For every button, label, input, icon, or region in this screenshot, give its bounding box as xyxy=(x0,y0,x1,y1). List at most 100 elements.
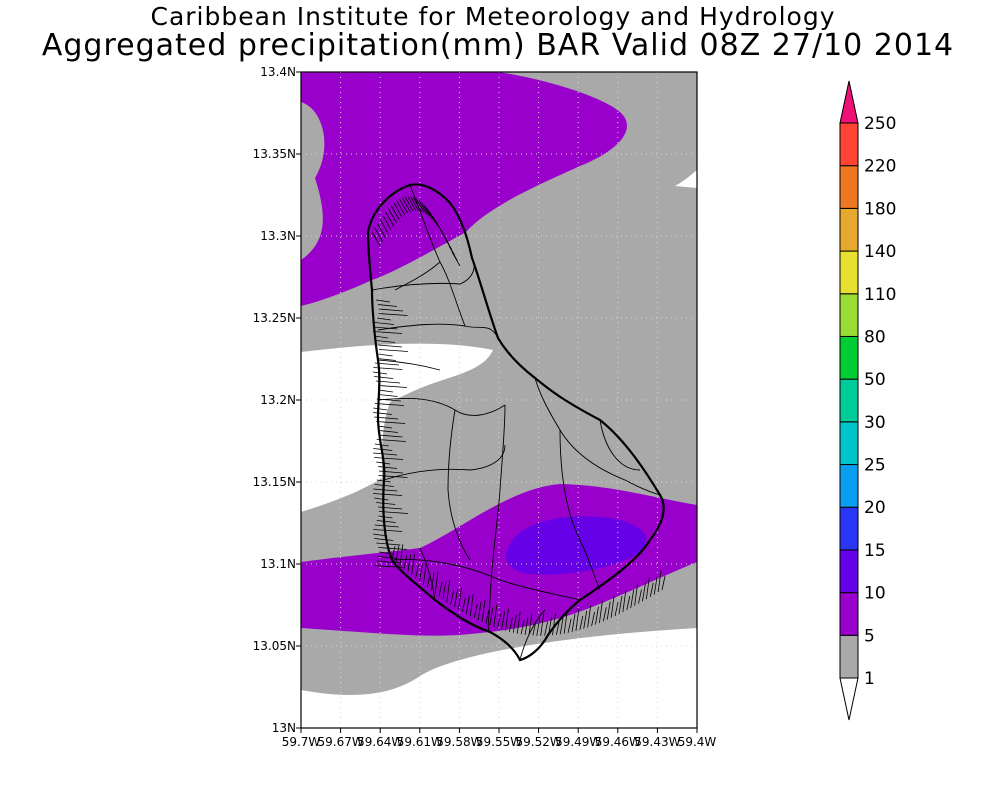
colorbar-segment xyxy=(839,592,859,636)
coast-stroke xyxy=(404,196,414,212)
coast-stroke xyxy=(396,200,406,216)
colorbar-label: 5 xyxy=(864,626,875,646)
coast-stroke xyxy=(376,439,406,442)
coast-stroke xyxy=(399,198,408,214)
coast-stroke xyxy=(390,205,400,221)
lat-axis: 13N 13.05N 13.1N 13.15N 13.2N 13.25N 13.3N 13.3… xyxy=(253,65,301,735)
coast-stroke xyxy=(373,488,398,492)
coast-stroke xyxy=(376,461,391,465)
coast-stroke xyxy=(373,452,398,456)
lon-axis: 59.7W59.67W59.64W59.61W59.58W59.55W59.52… xyxy=(282,728,716,749)
lon-tick-label: 59.46W xyxy=(595,735,641,749)
lat-tick-label: 13.05N xyxy=(253,639,296,653)
lat-tick-label: 13.25N xyxy=(253,311,296,325)
coast-stroke xyxy=(438,582,443,597)
coast-stroke xyxy=(555,620,560,635)
coast-stroke xyxy=(618,595,623,615)
coast-stroke xyxy=(454,588,459,607)
coast-stroke xyxy=(528,613,533,636)
colorbar-segment xyxy=(839,293,859,337)
coast-stroke xyxy=(481,599,486,623)
coast-stroke xyxy=(434,571,439,594)
coast-stroke xyxy=(418,200,428,215)
coast-stroke xyxy=(399,544,404,567)
coast-stroke xyxy=(371,231,381,247)
colorbar-label: 180 xyxy=(864,199,896,219)
coast-stroke xyxy=(373,493,403,496)
colorbar-label: 250 xyxy=(864,114,896,134)
coast-stroke xyxy=(376,317,392,321)
colorbar-segment xyxy=(839,634,859,679)
coast-stroke xyxy=(378,313,408,316)
coast-stroke xyxy=(378,466,398,469)
coast-stroke xyxy=(373,367,403,370)
colorbar-label: 10 xyxy=(864,584,886,604)
colorbar-label: 110 xyxy=(864,285,896,305)
coast-stroke xyxy=(501,611,505,630)
field-gray-west-inlet xyxy=(301,102,325,260)
lon-tick-label: 59.7W xyxy=(282,735,321,749)
coast-stroke xyxy=(657,570,662,593)
lon-tick-label: 59.64W xyxy=(357,735,403,749)
coast-stroke xyxy=(524,616,529,635)
coast-stroke xyxy=(410,196,419,211)
coast-stroke xyxy=(595,606,599,625)
coast-stroke xyxy=(548,617,552,636)
coast-stroke xyxy=(571,613,576,633)
coast-stroke xyxy=(552,613,556,636)
coast-stroke xyxy=(413,197,422,212)
coast-stroke xyxy=(407,554,412,573)
coast-stroke xyxy=(375,299,391,303)
coast-stroke xyxy=(378,475,408,478)
coast-stroke xyxy=(450,590,455,605)
coast-stroke xyxy=(512,614,517,633)
coast-stroke xyxy=(378,430,399,433)
coast-stroke xyxy=(614,601,619,617)
coast-stroke xyxy=(374,362,399,366)
colorbar-segment xyxy=(839,207,859,252)
coast-stroke xyxy=(477,602,482,621)
coast-stroke xyxy=(411,553,415,576)
coast-stroke xyxy=(379,219,389,234)
coast-stroke xyxy=(587,605,592,628)
coast-stroke xyxy=(376,520,396,523)
coast-stroke xyxy=(430,572,435,591)
colorbar-label: 50 xyxy=(864,370,886,390)
coast-stroke xyxy=(403,555,408,570)
coast-stroke xyxy=(374,565,404,568)
coast-stroke xyxy=(374,497,389,501)
coast-stroke xyxy=(376,479,391,483)
colorbar-segment xyxy=(839,506,859,551)
coast-stroke xyxy=(422,562,427,585)
coast-stroke xyxy=(583,610,588,629)
coast-stroke xyxy=(378,556,398,559)
coast-stroke xyxy=(391,545,396,561)
coast-stroke xyxy=(393,203,403,218)
coast-stroke xyxy=(378,434,403,438)
title-line2: Aggregated precipitation(mm) BAR Valid 0… xyxy=(41,28,955,63)
coast-stroke xyxy=(610,595,615,618)
coast-stroke xyxy=(469,594,474,617)
coast-stroke xyxy=(497,614,502,629)
parish-boundaries xyxy=(371,184,661,661)
coast-stroke xyxy=(563,611,568,634)
coast-stroke xyxy=(374,322,394,325)
lon-tick-label: 59.58W xyxy=(436,735,482,749)
coast-stroke xyxy=(374,335,389,339)
coast-stroke xyxy=(645,577,650,600)
coastal-detail xyxy=(371,196,666,636)
coast-stroke xyxy=(465,595,470,614)
colorbar-label: 20 xyxy=(864,498,886,518)
colorbar-segment xyxy=(839,335,859,380)
coast-stroke xyxy=(373,529,403,532)
coast-stroke xyxy=(378,349,408,352)
colorbar-segment xyxy=(839,549,859,594)
coast-stroke xyxy=(374,403,404,406)
coast-stroke xyxy=(626,595,631,611)
map-plot xyxy=(301,72,697,728)
coast-stroke xyxy=(446,579,451,602)
coast-stroke xyxy=(451,251,461,267)
island-outline xyxy=(366,183,665,662)
